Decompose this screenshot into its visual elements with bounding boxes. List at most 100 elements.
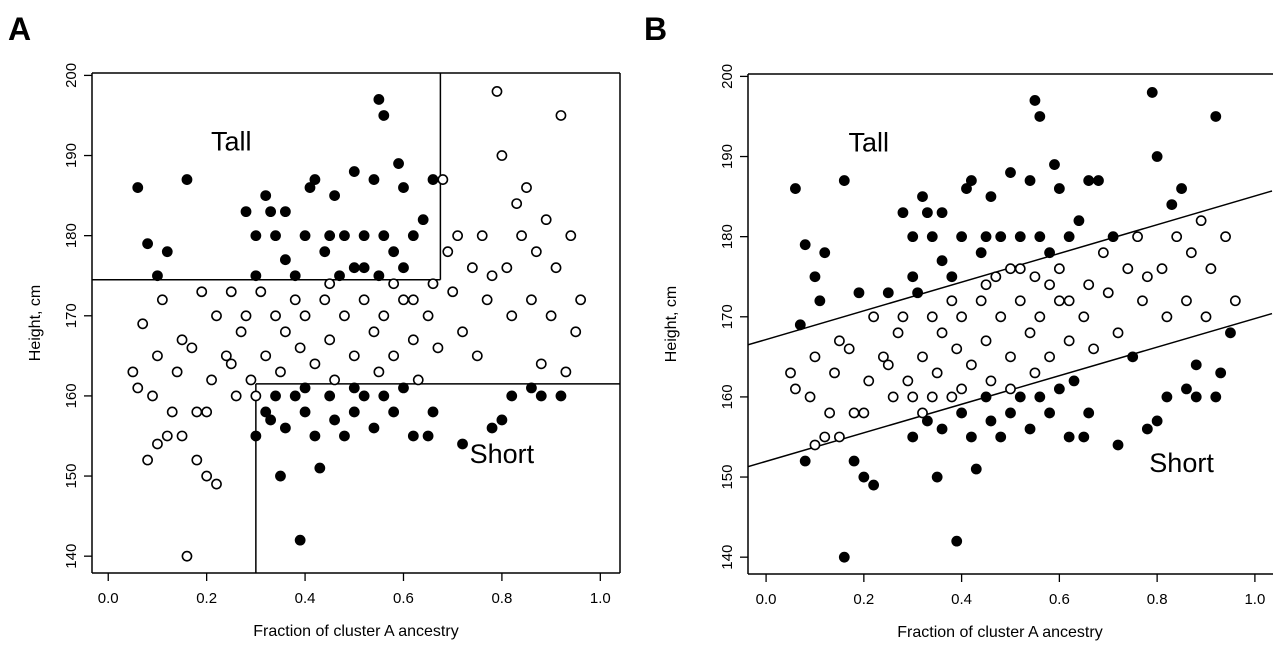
point — [329, 414, 340, 426]
point — [289, 294, 301, 306]
point — [809, 271, 821, 283]
point — [481, 294, 493, 306]
point — [260, 350, 272, 362]
point — [181, 174, 193, 185]
point — [407, 334, 419, 346]
point — [951, 343, 963, 355]
point — [917, 191, 928, 202]
point — [201, 470, 213, 482]
point — [838, 551, 850, 563]
point — [329, 190, 340, 201]
point — [225, 286, 237, 298]
point — [917, 407, 928, 419]
panel-label: B — [644, 11, 667, 47]
point — [956, 383, 968, 395]
point — [299, 310, 311, 322]
point — [412, 374, 424, 386]
point — [373, 94, 385, 105]
point — [1141, 423, 1153, 435]
point — [1195, 215, 1207, 227]
point — [516, 230, 527, 242]
point — [496, 414, 508, 426]
point — [834, 431, 845, 443]
point — [457, 326, 468, 338]
point — [339, 230, 350, 242]
point — [1141, 271, 1153, 283]
point — [339, 310, 350, 322]
point — [220, 350, 232, 362]
point — [1024, 327, 1036, 339]
point — [452, 230, 464, 242]
point — [368, 326, 380, 338]
point — [1044, 351, 1055, 363]
point — [373, 270, 385, 282]
point — [1190, 359, 1202, 371]
point — [442, 246, 454, 258]
point — [946, 391, 958, 403]
point — [407, 230, 419, 242]
y-tick-label: 170 — [719, 304, 736, 329]
point — [1220, 231, 1231, 243]
point — [1049, 159, 1060, 170]
point — [882, 287, 894, 299]
y-tick-label: 160 — [719, 384, 736, 409]
point — [1034, 111, 1046, 122]
point — [1068, 375, 1080, 387]
point — [1146, 87, 1158, 98]
point — [1063, 295, 1075, 307]
point — [506, 310, 518, 322]
point — [250, 430, 262, 442]
point — [848, 407, 860, 419]
point — [921, 207, 933, 219]
x-tick-label: 1.0 — [590, 590, 611, 607]
point — [1005, 407, 1016, 419]
point — [161, 430, 173, 442]
point — [897, 311, 909, 323]
point — [309, 430, 321, 442]
point — [1093, 175, 1104, 186]
point — [1083, 175, 1095, 186]
point — [324, 278, 336, 290]
point — [358, 262, 370, 274]
point — [191, 454, 203, 466]
point — [1166, 199, 1178, 211]
point — [1097, 247, 1109, 259]
y-tick-label: 180 — [63, 223, 80, 248]
point — [378, 390, 390, 402]
point — [1034, 391, 1046, 403]
point — [980, 335, 992, 347]
point — [250, 230, 262, 242]
point — [946, 295, 958, 307]
point — [970, 463, 982, 475]
point — [388, 246, 400, 258]
point — [980, 231, 992, 243]
point — [1029, 367, 1041, 379]
point — [304, 182, 316, 193]
point — [1229, 295, 1241, 307]
point — [824, 407, 836, 419]
point — [1181, 383, 1192, 395]
point — [176, 334, 188, 346]
point — [526, 294, 537, 306]
point — [191, 406, 203, 418]
point — [299, 406, 311, 418]
point — [877, 351, 889, 363]
point — [1014, 231, 1026, 243]
point — [1112, 439, 1124, 451]
x-tick-label: 0.6 — [1049, 591, 1070, 608]
point — [398, 382, 409, 394]
point — [427, 278, 439, 290]
point — [270, 230, 281, 242]
point — [137, 318, 149, 330]
x-axis-label: Fraction of cluster A ancestry — [253, 623, 458, 640]
point — [985, 415, 997, 427]
point — [838, 175, 850, 186]
point — [457, 438, 468, 450]
point — [926, 231, 938, 243]
point — [289, 390, 301, 402]
point — [1161, 311, 1173, 323]
point — [260, 406, 272, 418]
point — [211, 310, 222, 322]
point — [176, 430, 188, 442]
